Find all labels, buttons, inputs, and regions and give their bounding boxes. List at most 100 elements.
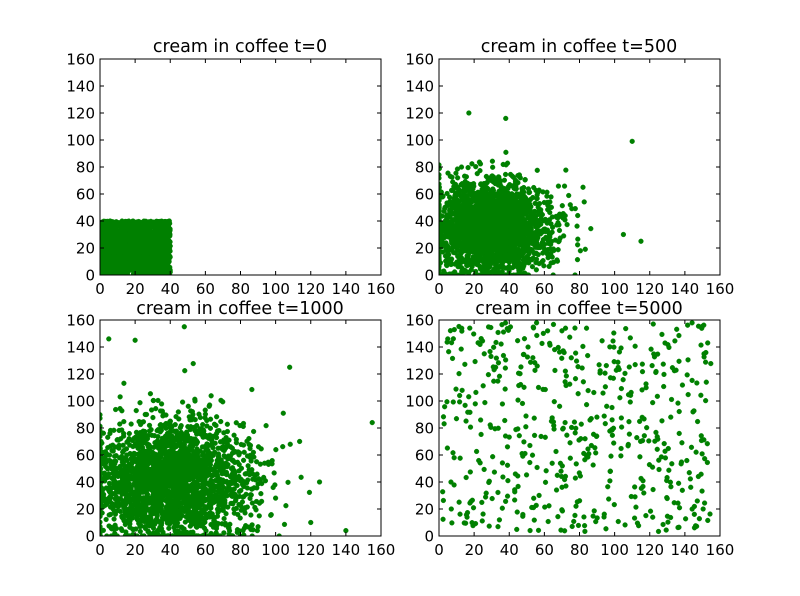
scatter-point [486,254,492,260]
scatter-point [563,167,569,173]
scatter-point [502,189,508,195]
scatter-point [548,204,554,210]
scatter-point [550,246,557,252]
scatter-point [468,257,474,264]
scatter-point [143,246,149,252]
scatter-point [529,264,536,270]
scatter-point [442,206,448,212]
y-tick-label: 140 [405,78,434,96]
scatter-point [491,233,497,239]
scatter-point [547,199,553,205]
scatter-point [539,259,545,265]
scatter-point [481,199,488,205]
scatter-point [490,238,496,244]
scatter-point [455,240,461,246]
scatter-point [468,185,475,192]
scatter-point [467,247,473,253]
x-tick-label: 120 [296,280,325,298]
scatter-point [483,180,490,186]
scatter-point [231,432,237,438]
y-tick-label: 160 [66,51,95,69]
scatter-point [575,242,581,248]
scatter-point [500,235,506,241]
scatter-point [514,272,520,275]
scatter-point [120,265,126,271]
x-tick-label: 80 [570,280,589,298]
y-tick-label: 140 [66,78,95,96]
y-tick-label: 40 [415,213,434,231]
scatter-point [518,213,524,219]
scatter-point [164,219,170,225]
scatter-point [464,181,470,188]
scatter-point [495,225,501,232]
scatter-point [452,195,458,201]
scatter-point [507,255,513,261]
axes: 0 20 40 60 80 100 120 140 1600204060801001201401… [405,51,734,299]
scatter-point [110,261,116,267]
scatter-point [108,249,115,255]
scatter-point [163,240,169,247]
scatter-point [149,252,155,258]
scatter-point [124,237,130,243]
scatter-point [120,241,127,248]
y-tick-label: 0 [424,267,434,285]
scatter-point [498,186,504,192]
y-tick-label: 0 [85,267,95,285]
x-tick-label: 140 [332,280,361,298]
scatter-point [495,218,501,224]
scatter-point [108,229,114,235]
scatter-point [175,409,181,415]
scatter-point [506,264,512,270]
scatter-point [534,228,540,234]
scatter-point [561,233,567,239]
scatter-point [506,230,512,236]
scatter-point [508,201,514,207]
scatter-point [457,272,463,275]
x-tick-label: 120 [635,280,664,298]
scatter-point [128,222,134,228]
scatter-point [444,243,450,249]
scatter-point [547,209,553,216]
scatter-point [556,222,562,228]
scatter-point [134,224,140,230]
scatter-point [549,229,555,235]
scatter-point [536,211,542,217]
scatter-point [448,219,454,225]
scatter-point [549,254,555,260]
scatter-point [488,260,494,266]
scatter-point [519,234,525,240]
scatter-point [556,227,563,234]
scatter-point [533,242,539,248]
scatter-point [507,182,513,188]
scatter-point [514,191,520,197]
scatter-point [455,175,461,181]
scatter-point [504,209,511,215]
scatter-point [546,240,552,247]
scatter-point [280,444,286,450]
scatter-point [537,231,544,237]
scatter-point [450,211,456,217]
scatter-point [492,257,498,263]
scatter-point [519,197,525,204]
scatter-point [491,272,498,275]
scatter-point [100,519,103,525]
scatter-point [160,249,166,255]
scatter-point [516,249,522,256]
scatter-point [476,191,482,198]
scatter-point [574,257,581,263]
scatter-point [555,247,561,253]
scatter-point [224,421,230,427]
scatter-point [460,216,466,222]
scatter-point [531,237,537,243]
scatter-point [112,225,118,231]
scatter-point [144,264,150,270]
scatter-point [534,167,540,173]
scatter-point [581,199,587,205]
scatter-point [575,236,581,242]
scatter-point [507,171,514,178]
scatter-point [471,208,478,214]
scatter-points [100,218,173,275]
scatter-point [136,270,142,275]
scatter-point [531,184,537,191]
scatter-point [564,222,570,228]
